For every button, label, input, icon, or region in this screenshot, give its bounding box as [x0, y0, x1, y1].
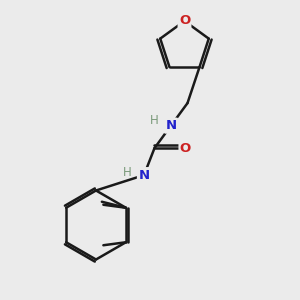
Text: O: O: [180, 142, 191, 154]
Text: O: O: [179, 14, 190, 28]
Text: H: H: [150, 114, 159, 127]
Text: H: H: [123, 166, 132, 179]
Text: N: N: [138, 169, 150, 182]
Text: N: N: [165, 119, 177, 132]
